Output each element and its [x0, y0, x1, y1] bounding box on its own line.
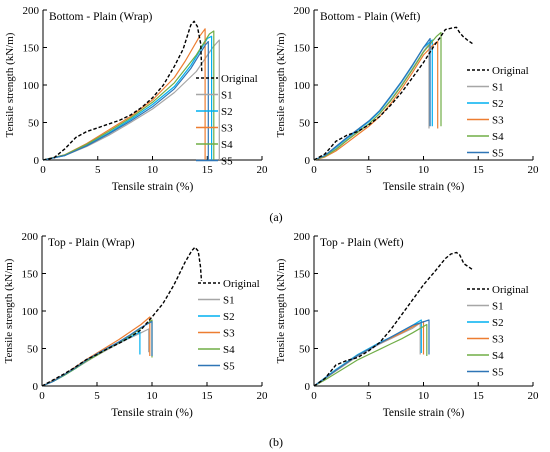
chart-title: Bottom - Plain (Wrap)	[49, 11, 153, 23]
chart-title: Bottom - Plain (Weft)	[320, 11, 420, 23]
legend-label-s5: S5	[223, 361, 235, 373]
series-line-original	[313, 251, 474, 387]
legend-label-s5: S5	[221, 156, 233, 168]
y-tick-label: 100	[294, 306, 311, 318]
y-tick-label: 0	[305, 155, 311, 167]
x-tick-label: 15	[473, 390, 485, 402]
x-axis-title: Tensile strain (%)	[383, 181, 465, 193]
y-axis-title: Tensile strength (kN/m)	[275, 258, 287, 363]
y-tick-label: 100	[294, 80, 311, 92]
y-axis-title: Tensile strength (kN/m)	[275, 32, 287, 137]
x-axis-title: Tensile strain (%)	[111, 407, 193, 419]
y-tick-label: 200	[294, 5, 311, 17]
y-tick-label: 50	[299, 344, 311, 356]
y-tick-label: 200	[22, 231, 39, 243]
y-tick-label: 200	[294, 231, 311, 243]
chart-title: Top - Plain (Weft)	[320, 237, 404, 249]
y-tick-label: 50	[27, 344, 39, 356]
legend-label-s3: S3	[492, 115, 504, 127]
series-line-s5	[42, 40, 209, 161]
y-tick-label: 0	[305, 381, 311, 393]
legend-label-s5: S5	[492, 367, 504, 379]
x-tick-label: 5	[94, 390, 100, 402]
y-tick-label: 100	[23, 80, 40, 92]
legend-label-s2: S2	[221, 106, 233, 118]
y-tick-label: 50	[28, 118, 40, 130]
x-tick-label: 20	[528, 164, 540, 176]
series-line-s2	[313, 39, 433, 161]
legend-label-s4: S4	[221, 139, 233, 151]
legend-label-s3: S3	[492, 334, 504, 346]
row-label-a: (a)	[269, 210, 282, 224]
x-tick-label: 10	[418, 390, 430, 402]
x-tick-label: 20	[257, 164, 269, 176]
x-tick-label: 5	[366, 390, 372, 402]
y-tick-label: 200	[23, 5, 40, 17]
y-tick-label: 150	[294, 269, 311, 281]
x-tick-label: 20	[528, 390, 540, 402]
y-tick-label: 150	[23, 43, 40, 55]
series-line-s1	[313, 43, 430, 161]
series-line-s1	[42, 39, 220, 161]
legend-label-original: Original	[223, 278, 260, 290]
legend-label-s3: S3	[223, 328, 235, 340]
legend-label-s4: S4	[223, 344, 235, 356]
x-axis-title: Tensile strain (%)	[383, 407, 465, 419]
chart-title: Top - Plain (Wrap)	[48, 237, 135, 249]
x-tick-label: 5	[95, 164, 101, 176]
legend-label-s1: S1	[223, 295, 235, 307]
legend-label-original: Original	[492, 284, 529, 296]
legend-label-s2: S2	[223, 311, 235, 323]
legend-label-s1: S1	[221, 90, 233, 102]
series-line-s5	[313, 37, 431, 161]
series-line-s3	[42, 28, 206, 161]
x-tick-label: 15	[202, 390, 214, 402]
y-tick-label: 100	[22, 306, 39, 318]
series-line-s2	[42, 35, 213, 161]
y-axis-title: Tensile strength (kN/m)	[4, 32, 16, 137]
x-tick-label: 0	[311, 390, 317, 402]
legend-label-original: Original	[492, 65, 529, 77]
x-axis-title: Tensile strain (%)	[112, 181, 194, 193]
x-tick-label: 5	[366, 164, 372, 176]
series-line-s4	[313, 31, 442, 161]
x-tick-label: 15	[202, 164, 214, 176]
y-tick-label: 150	[22, 269, 39, 281]
x-tick-label: 15	[473, 164, 485, 176]
row-label-b: (b)	[269, 435, 283, 449]
x-tick-label: 10	[418, 164, 430, 176]
series-line-s4	[313, 323, 428, 387]
legend-label-s3: S3	[221, 123, 233, 135]
x-tick-label: 0	[39, 390, 45, 402]
y-tick-label: 0	[34, 155, 40, 167]
legend-label-s1: S1	[492, 82, 504, 94]
legend-label-original: Original	[221, 73, 258, 85]
series-line-original	[313, 26, 474, 161]
legend-label-s2: S2	[492, 98, 504, 110]
x-tick-label: 20	[257, 390, 269, 402]
legend-label-s1: S1	[492, 301, 504, 313]
x-tick-label: 0	[40, 164, 46, 176]
series-line-original	[42, 20, 203, 161]
legend-label-s4: S4	[492, 131, 504, 143]
legend-label-s4: S4	[492, 350, 504, 362]
series-line-original	[41, 246, 203, 387]
legend-label-s2: S2	[492, 317, 504, 329]
y-axis-title: Tensile strength (kN/m)	[3, 258, 15, 363]
series-line-s5	[41, 320, 153, 387]
series-line-s3	[41, 316, 151, 387]
y-tick-label: 50	[299, 118, 311, 130]
series-line-s4	[42, 30, 215, 161]
legend-label-s5: S5	[492, 148, 504, 160]
x-tick-label: 0	[311, 164, 317, 176]
x-tick-label: 10	[147, 164, 159, 176]
y-tick-label: 150	[294, 43, 311, 55]
y-tick-label: 0	[33, 381, 39, 393]
x-tick-label: 10	[147, 390, 159, 402]
